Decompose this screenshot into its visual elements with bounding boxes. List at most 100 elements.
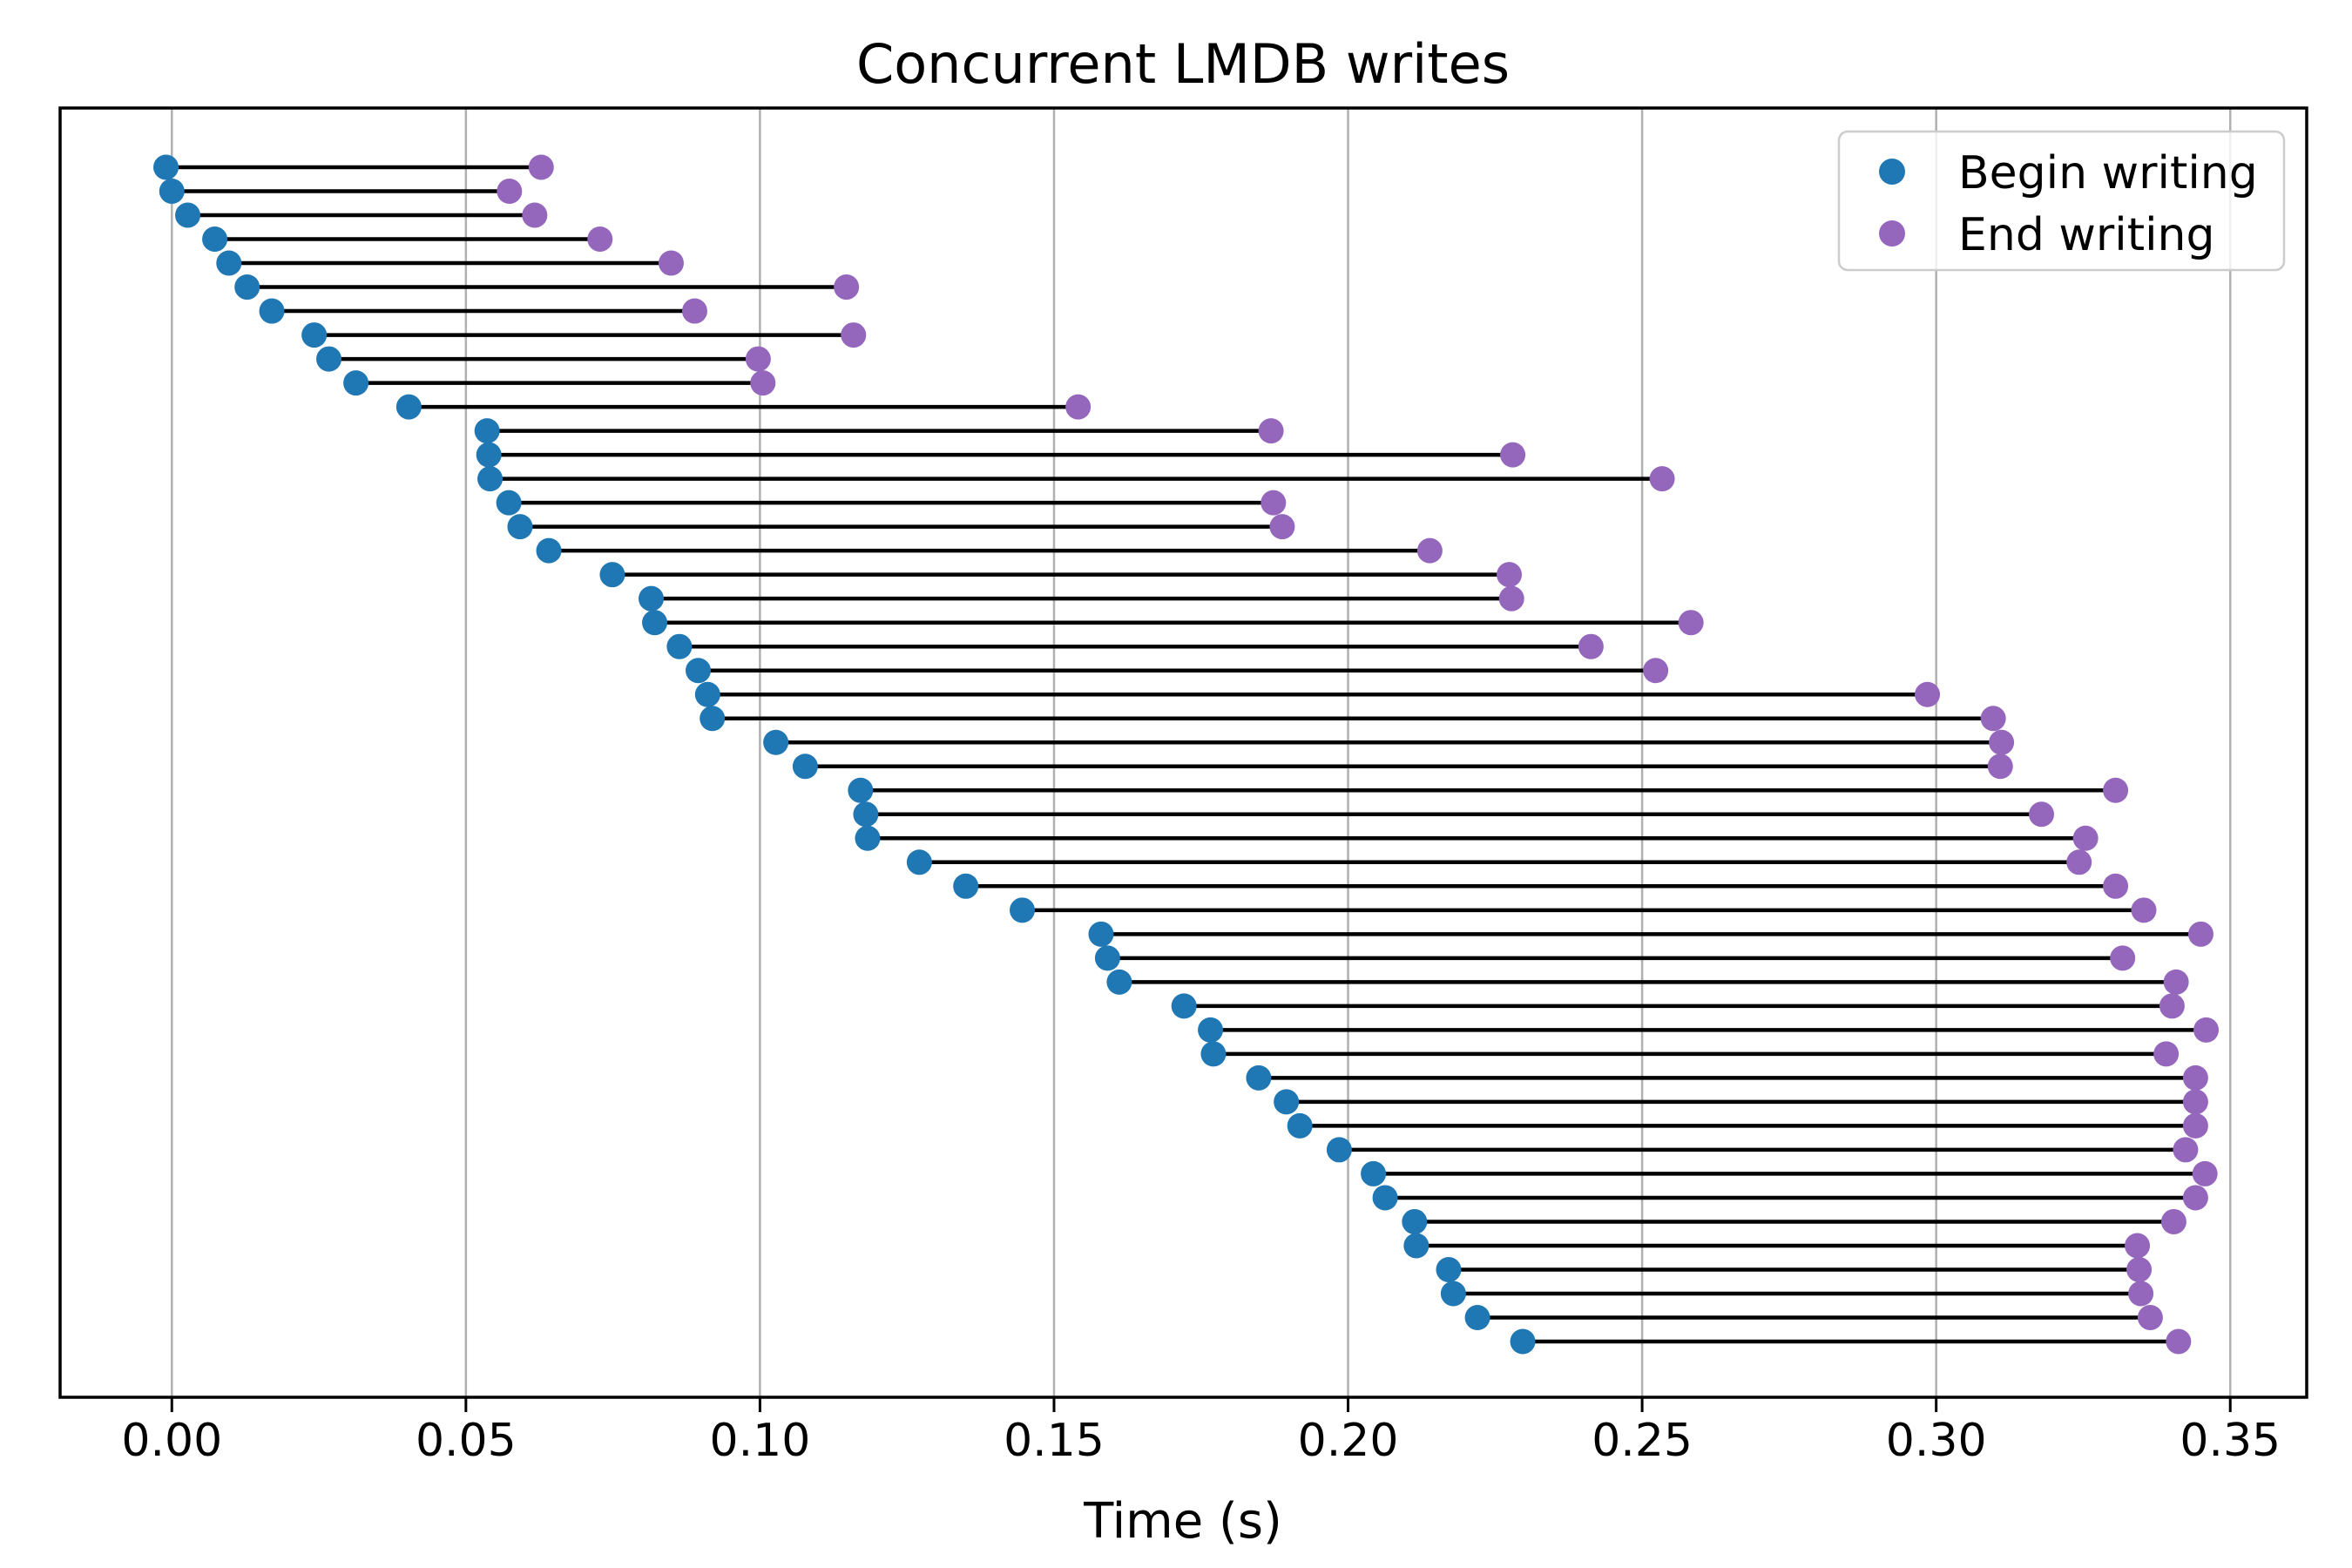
begin-marker <box>792 754 818 780</box>
begin-marker <box>1200 1041 1227 1067</box>
write-row <box>301 322 867 348</box>
write-row <box>1510 1328 2192 1355</box>
legend-end-label: End writing <box>1958 209 2215 261</box>
write-row <box>1274 1089 2208 1115</box>
end-marker <box>745 346 771 372</box>
end-marker <box>681 298 707 324</box>
end-marker <box>528 154 554 180</box>
x-axis-label: Time (s) <box>1083 1493 1282 1550</box>
end-marker <box>1497 562 1523 588</box>
end-marker <box>1500 442 1526 468</box>
write-row <box>477 466 1675 492</box>
begin-marker <box>1372 1185 1398 1211</box>
begin-marker <box>639 585 665 612</box>
end-marker <box>2192 1160 2218 1186</box>
begin-marker <box>1464 1304 1490 1330</box>
begin-marker <box>1436 1256 1462 1282</box>
write-row <box>1372 1185 2208 1211</box>
write-row <box>848 777 2129 803</box>
end-marker <box>1643 658 1669 684</box>
write-row <box>1106 969 2189 995</box>
begin-marker <box>1274 1089 1300 1115</box>
end-marker <box>2131 897 2157 923</box>
begin-marker <box>1326 1137 1352 1163</box>
end-marker <box>2137 1304 2163 1330</box>
write-row <box>792 754 2013 780</box>
write-row <box>474 418 1284 444</box>
end-marker <box>2160 1208 2186 1234</box>
write-row <box>507 514 1295 540</box>
end-marker <box>750 370 776 396</box>
begin-marker <box>395 394 422 420</box>
begin-marker <box>1171 993 1197 1019</box>
x-tick-label: 0.30 <box>1886 1415 1987 1467</box>
write-row <box>1440 1281 2154 1307</box>
end-marker <box>1915 681 1941 707</box>
end-marker <box>2072 825 2099 851</box>
write-row <box>1200 1041 2180 1067</box>
begin-marker <box>1198 1017 1224 1043</box>
begin-marker <box>259 298 285 324</box>
write-row <box>153 154 554 180</box>
end-marker <box>2103 777 2129 803</box>
end-marker <box>2128 1281 2154 1307</box>
write-row <box>906 849 2092 875</box>
begin-marker <box>1361 1160 1387 1186</box>
x-axis-ticks: 0.00 0.05 0.10 0.15 0.20 0.25 0.30 0.35 <box>121 1397 2281 1467</box>
write-row <box>666 633 1604 659</box>
write-row <box>395 394 1092 420</box>
end-marker <box>2110 945 2136 971</box>
begin-marker <box>686 658 712 684</box>
write-row <box>700 706 2006 732</box>
write-row <box>1287 1112 2208 1139</box>
write-row <box>202 226 613 253</box>
begin-marker <box>855 825 881 851</box>
write-row <box>853 801 2055 828</box>
begin-marker <box>642 610 668 636</box>
x-tick-label: 0.10 <box>710 1415 811 1467</box>
end-marker <box>2163 969 2189 995</box>
end-marker <box>2182 1112 2208 1139</box>
begin-marker <box>1106 969 1132 995</box>
end-marker <box>2159 993 2185 1019</box>
end-marker <box>2173 1137 2199 1163</box>
end-marker <box>2182 1185 2208 1211</box>
write-row <box>1094 945 2136 971</box>
chart-title: Concurrent LMDB writes <box>856 32 1510 96</box>
begin-marker <box>599 562 625 588</box>
begin-marker <box>1088 921 1114 947</box>
end-marker <box>2182 1089 2208 1115</box>
begin-marker <box>476 442 502 468</box>
end-marker <box>658 250 684 276</box>
end-marker <box>2187 921 2213 947</box>
begin-marker <box>536 537 562 564</box>
write-row <box>686 658 1669 684</box>
begin-marker <box>1010 897 1036 923</box>
write-row <box>234 274 860 301</box>
begin-marker <box>301 322 328 348</box>
begin-marker <box>316 346 342 372</box>
end-marker <box>1989 729 2015 755</box>
write-row <box>1326 1137 2199 1163</box>
end-marker <box>2066 849 2092 875</box>
begin-marker <box>153 154 179 180</box>
end-marker <box>1498 585 1524 612</box>
legend-begin-label: Begin writing <box>1958 147 2258 199</box>
end-marker <box>2029 801 2055 828</box>
x-tick-label: 0.05 <box>416 1415 517 1467</box>
write-row <box>216 250 684 276</box>
end-marker <box>2193 1017 2220 1043</box>
write-row <box>159 179 523 205</box>
begin-marker <box>202 226 228 253</box>
x-tick-label: 0.20 <box>1298 1415 1399 1467</box>
begin-marker <box>159 179 185 205</box>
end-marker <box>2182 1064 2208 1091</box>
end-marker <box>1649 466 1675 492</box>
write-row <box>1010 897 2157 923</box>
begin-marker <box>848 777 874 803</box>
begin-marker <box>175 202 201 228</box>
x-tick-label: 0.25 <box>1592 1415 1693 1467</box>
end-marker <box>2125 1233 2151 1259</box>
